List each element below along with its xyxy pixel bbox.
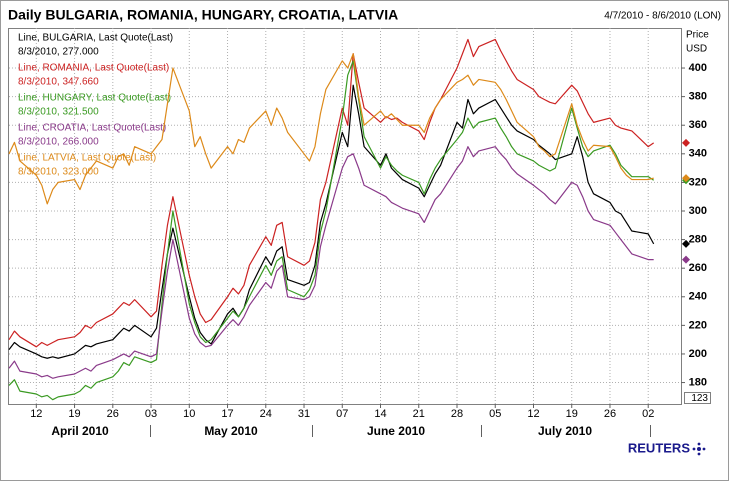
legend-detail: 8/3/2010, 323.000 [18, 167, 99, 178]
x-tick-label: 26 [604, 408, 616, 420]
x-tick-label: 05 [489, 408, 501, 420]
plot-area [8, 28, 682, 405]
x-tick-label: 12 [527, 408, 539, 420]
y-tick-label: 360 [689, 119, 707, 131]
brand: REUTERS [628, 440, 690, 455]
y-tick-label: 400 [689, 62, 707, 74]
y-tick-label: 320 [689, 176, 707, 188]
legend-entry: Line, ROMANIA, Last Quote(Last) [18, 63, 169, 74]
series-line [8, 53, 654, 205]
y-tick-label: 220 [689, 319, 707, 331]
last-value-marker [682, 138, 690, 147]
y-tick-label: 200 [689, 348, 707, 360]
series-line [8, 60, 655, 401]
chart-subtitle: 4/7/2010 - 8/6/2010 (LON) [604, 11, 721, 22]
x-tick-label: 21 [413, 408, 425, 420]
last-value-marker [682, 174, 690, 183]
x-tick-label: 26 [107, 408, 119, 420]
x-tick-label: 19 [68, 408, 80, 420]
x-tick-label: 19 [566, 408, 578, 420]
y-axis-label: Price [686, 30, 709, 41]
x-tick-label: 24 [260, 408, 272, 420]
x-tick-label: 07 [336, 408, 348, 420]
badge: 123 [691, 393, 708, 404]
last-value-marker [682, 239, 690, 248]
logo-dot [702, 447, 706, 451]
legend-entry: Line, LATVIA, Last Quote(Last) [18, 153, 156, 164]
series-line [8, 38, 655, 348]
legend-detail: 8/3/2010, 266.000 [18, 137, 99, 148]
logo-dot [692, 447, 696, 451]
x-tick-label: 28 [451, 408, 463, 420]
x-tick-label: 10 [183, 408, 195, 420]
logo-dot [697, 447, 701, 451]
logo-dot [697, 442, 701, 446]
logo-dot [697, 452, 701, 456]
y-tick-label: 240 [689, 291, 707, 303]
x-tick-label: 02 [642, 408, 654, 420]
legend-entry: Line, HUNGARY, Last Quote(Last) [18, 93, 171, 104]
x-tick-label: 14 [374, 408, 386, 420]
month-label: June 2010 [367, 424, 425, 438]
legend-entry: Line, CROATIA, Last Quote(Last) [18, 123, 166, 134]
month-label: July 2010 [538, 424, 592, 438]
brand-logo [692, 442, 706, 456]
chart-title: Daily BULGARIA, ROMANIA, HUNGARY, CROATI… [8, 7, 398, 23]
legend-detail: 8/3/2010, 277.000 [18, 47, 99, 58]
y-axis-label: USD [686, 44, 707, 55]
legend-detail: 8/3/2010, 321.500 [18, 107, 99, 118]
month-label: May 2010 [204, 424, 258, 438]
month-label: April 2010 [51, 424, 109, 438]
month-separators [150, 425, 651, 437]
legend-detail: 8/3/2010, 347.660 [18, 77, 99, 88]
x-tick-label: 03 [145, 408, 157, 420]
x-tick-label: 31 [298, 408, 310, 420]
y-tick-label: 280 [689, 233, 707, 245]
series-line [8, 84, 655, 359]
y-tick-label: 340 [689, 148, 707, 160]
y-tick-label: 180 [689, 376, 707, 388]
y-tick-label: 380 [689, 91, 707, 103]
y-tick-label: 300 [689, 205, 707, 217]
legend-entry: Line, BULGARIA, Last Quote(Last) [18, 33, 173, 44]
x-tick-label: 17 [221, 408, 233, 420]
series-line [8, 146, 654, 379]
x-tick-label: 12 [30, 408, 42, 420]
y-tick-label: 260 [689, 262, 707, 274]
badge-box [684, 392, 711, 404]
last-value-marker [682, 255, 690, 264]
